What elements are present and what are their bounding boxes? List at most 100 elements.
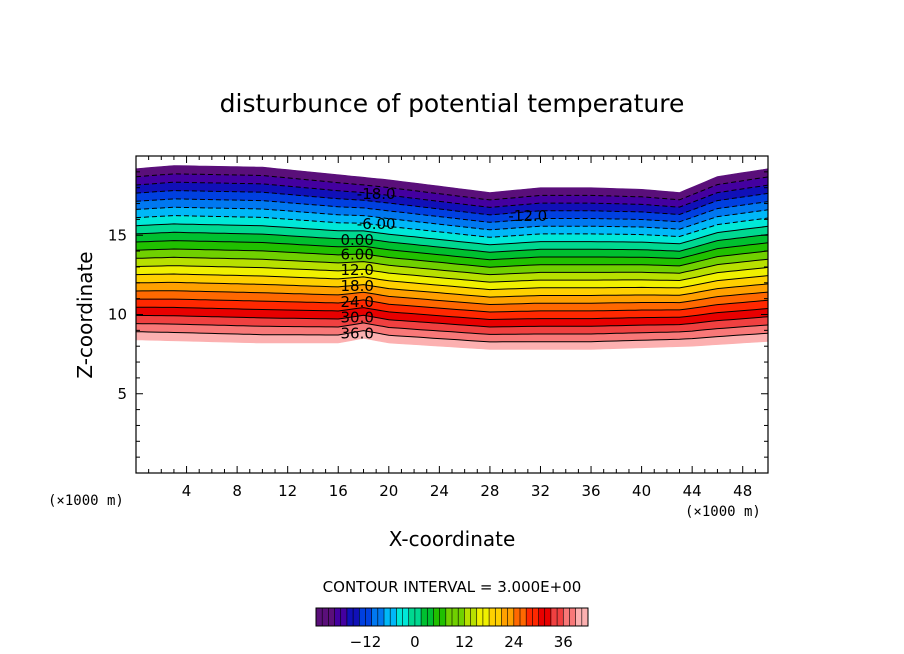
contour-line [136,198,768,223]
contour-line [136,281,768,298]
x-axis-ticks: 4 8 12 16 20 24 28 32 36 40 44 48 [135,156,769,500]
contour-line [136,206,768,231]
colorbar-cell [452,608,459,626]
y-tick-label: 15 [108,226,127,244]
contour-line [136,190,768,216]
colorbar-cell [575,608,583,626]
contour-line [136,273,768,291]
x-unit-right: (×1000 m) [685,504,761,520]
x-tick-label: 44 [683,482,702,500]
x-tick-label: 36 [581,482,600,500]
y-tick-label: 10 [108,306,127,324]
contour-line [136,215,768,238]
colorbar-tick-label: 24 [504,633,523,651]
colorbar-cell [544,608,552,626]
contour-label: -18.0 [357,185,396,203]
colorbar-cell [538,608,546,626]
colorbar-cell [526,608,533,626]
contour-label: 30.0 [340,309,373,327]
colorbar-cell [532,608,539,626]
colorbar-tick-label: 0 [410,633,420,651]
contour-label: 12.0 [340,261,373,279]
x-tick-label: 40 [632,482,651,500]
colorbar-cell [346,608,354,626]
colorbar-cell [365,608,372,626]
contour-label: 36.0 [340,325,373,343]
contour-line [136,298,768,313]
colorbar-cell [427,608,434,626]
contour-line [136,223,768,246]
x-tick-label: 16 [329,482,348,500]
colorbar-cell [371,608,379,626]
contour-bands [136,165,768,350]
colorbar-cell [482,608,490,626]
colorbar-cell [396,608,403,626]
colorbar-cell [501,608,508,626]
colorbar-cell [464,608,471,626]
y-axis-title: Z-coordinate [73,251,97,378]
colorbar-cell [377,608,385,626]
contour-band [136,165,768,201]
contour-lines [136,173,768,343]
contour-line [136,290,768,306]
colorbar-cell [402,608,410,626]
colorbar-cell [557,608,564,626]
contour-label: 0.00 [340,231,373,249]
colorbar-cell [359,608,366,626]
colorbar-cell [507,608,515,626]
contour-label: -6.00 [357,215,396,233]
x-tick-label: 8 [232,482,242,500]
colorbar-cell [445,608,453,626]
x-tick-label: 24 [430,482,449,500]
y-axis-ticks: 5 10 15 [108,155,768,474]
colorbar-cell [489,608,496,626]
colorbar-cell [433,608,440,626]
colorbar-cell [520,608,527,626]
colorbar-cell [513,608,521,626]
colorbar-cell [316,608,323,626]
contour-line [136,181,768,208]
colorbar-cell [384,608,391,626]
colorbar-cell [470,608,478,626]
contour-line [136,231,768,253]
contour-label: 18.0 [340,277,373,295]
colorbar-frame [315,607,589,627]
colorbar-cell [476,608,484,626]
colorbar-cell [414,608,422,626]
x-tick-label: 28 [480,482,499,500]
colorbar-tick-label: −12 [350,633,382,651]
contour-line [136,265,768,283]
colorbar-cell [421,608,428,626]
colorbar-cell [439,608,447,626]
colorbar-cell [458,608,465,626]
colorbar-tick-label: 12 [455,633,474,651]
colorbar-cell [569,608,576,626]
colorbar-ticks: −12 0 12 24 36 [350,633,573,651]
contour-labels: -18.0 -12.0 -6.000.006.0012.018.024.030.03… [340,185,547,343]
contour-label: 24.0 [340,293,373,311]
colorbar-cell [495,608,502,626]
contour-line [136,256,768,276]
contour-label: 6.00 [340,245,373,263]
contour-line [136,330,768,343]
colorbar-cell [328,608,335,626]
colorbar-cell [340,608,348,626]
x-tick-label: 32 [531,482,550,500]
colorbar-cell [322,608,329,626]
x-axis-title: X-coordinate [389,527,516,551]
colorbar-cell [390,608,397,626]
contour-line [136,240,768,261]
x-unit-left: (×1000 m) [48,493,124,509]
x-tick-label: 4 [182,482,192,500]
x-tick-label: 20 [379,482,398,500]
colorbar-cell [581,608,589,626]
y-tick-label: 5 [117,385,127,403]
contour-interval-label: CONTOUR INTERVAL = 3.000E+00 [323,578,582,596]
colorbar-cell [408,608,416,626]
contour-line [136,173,768,201]
colorbar-tick-label: 36 [554,633,573,651]
contour-line [136,306,768,321]
colorbar-cell [353,608,360,626]
colorbar [315,608,589,626]
